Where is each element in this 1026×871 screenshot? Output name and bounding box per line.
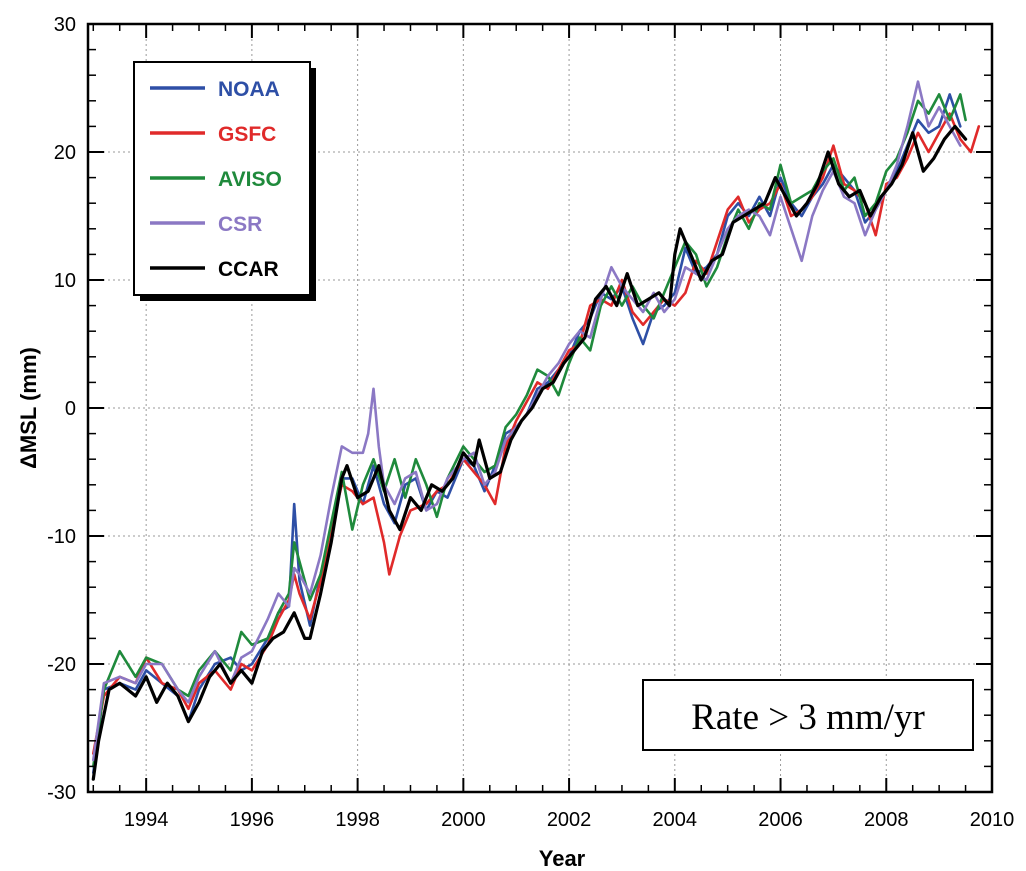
x-tick-label: 1996 [230,809,275,831]
x-tick-label: 2006 [758,809,803,831]
series-layer [91,80,981,781]
y-tick-label: 10 [54,270,76,292]
y-tick-label: 0 [65,398,76,420]
y-tick-label: 30 [54,14,76,36]
annotation: Rate > 3 mm/yr [642,679,974,751]
legend-label-aviso: AVISO [218,168,282,191]
x-tick-label: 2002 [547,809,592,831]
legend-label-noaa: NOAA [218,78,280,101]
x-tick-label: 2010 [970,809,1015,831]
y-tick-label: -10 [47,526,76,548]
x-tick-label: 1998 [335,809,380,831]
x-tick-label: 2004 [653,809,698,831]
x-tick-label: 2008 [864,809,909,831]
series-line-ccar [91,124,968,781]
y-tick-label: 20 [54,142,76,164]
y-tick-label: -30 [47,782,76,804]
ticks [88,23,993,793]
legend-label-gsfc: GSFC [218,123,276,146]
y-axis-title: ΔMSL (mm) [16,347,41,469]
legend-label-csr: CSR [218,213,262,236]
tick-labels: 1994 1996 1998 2000 2002 2004 2006 2008 2010-30-… [47,14,1014,831]
legend-label-ccar: CCAR [218,258,279,281]
legend-items: NOAA GSFC AVISO CSR CCAR [150,78,282,281]
y-tick-label: -20 [47,654,76,676]
annotation-box [642,679,974,751]
x-tick-label: 1994 [124,809,169,831]
legend: NOAA GSFC AVISO CSR CCAR [133,61,316,301]
x-axis-title: Year [539,846,586,871]
x-tick-label: 2000 [441,809,486,831]
annotation-text: Rate > 3 mm/yr [691,697,925,738]
